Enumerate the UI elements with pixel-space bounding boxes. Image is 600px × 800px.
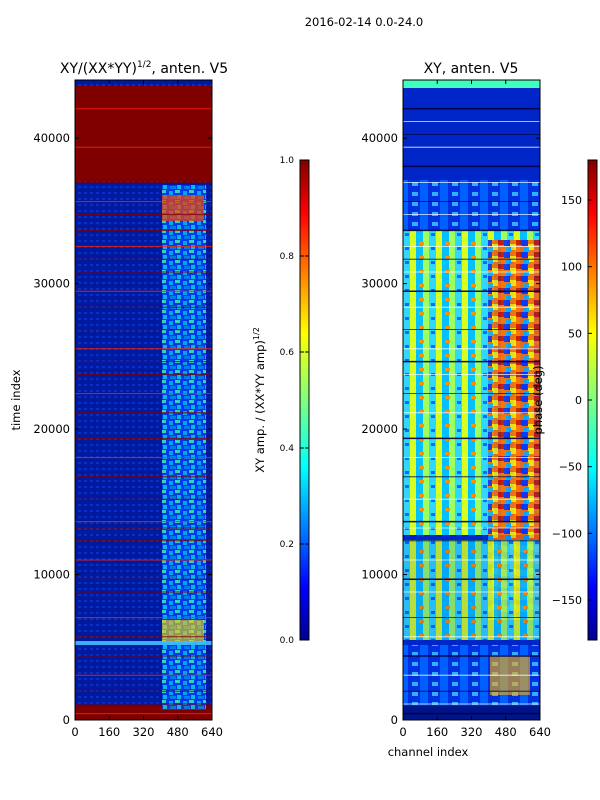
- right-flag-lines: [403, 108, 540, 715]
- left-heatmap-panel: XY/(XX*YY)1/2, anten. V5 0 160 320 480 640 0…: [9, 60, 228, 739]
- left-colorbar-tick-label: 0.0: [280, 636, 295, 646]
- left-bright-burst-top: [162, 195, 204, 221]
- right-colorbar-tick-label: 50: [568, 327, 582, 340]
- left-colorbar-tick-label: 0.2: [280, 540, 294, 550]
- left-y-tick-label: 40000: [33, 131, 70, 145]
- left-horizontal-flag-line: [75, 641, 212, 645]
- right-x-tick-label: 0: [399, 725, 406, 739]
- right-x-tick-label: 320: [461, 725, 483, 739]
- right-colorbar: 150 100 50 0 −50 −100 −150 phase (deg): [531, 159, 598, 641]
- right-colorbar-tick-label: 150: [561, 194, 582, 207]
- left-x-tick-label: 320: [133, 725, 155, 739]
- left-y-axis: 0 10000 20000 30000 40000: [33, 131, 212, 727]
- left-y-tick-label: 10000: [33, 568, 70, 582]
- right-colorbar-tick-label: −50: [559, 461, 582, 474]
- right-panel-title: XY, anten. V5: [424, 61, 519, 77]
- left-y-tick-label: 20000: [33, 422, 70, 436]
- left-y-axis-label: time index: [9, 369, 23, 430]
- right-colorbar-tick-label: 0: [575, 394, 582, 407]
- right-y-tick-label: 40000: [361, 131, 398, 145]
- right-colorbar-tick-label: 100: [561, 261, 582, 274]
- right-y-tick-label: 10000: [361, 568, 398, 582]
- left-x-tick-label: 0: [71, 725, 78, 739]
- left-heatmap-image: [75, 80, 212, 720]
- right-colorbar-label: phase (deg): [531, 365, 545, 434]
- right-x-axis: 0 160 320 480 640: [399, 80, 551, 739]
- left-colorbar: 0.0 0.2 0.4 0.6 0.8 1.0 XY amp. / (XX*YY amp)…: [252, 156, 310, 646]
- left-x-axis: 0 160 320 480 640: [71, 80, 223, 739]
- left-x-tick-label: 480: [167, 725, 189, 739]
- right-colorbar-tick-label: −150: [552, 594, 582, 607]
- right-colorbar-ticks: 150 100 50 0 −50 −100 −150: [552, 194, 592, 607]
- right-x-tick-label: 160: [426, 725, 448, 739]
- left-colorbar-tick-label: 1.0: [280, 156, 295, 166]
- left-panel-title: XY/(XX*YY)1/2, anten. V5: [60, 60, 228, 77]
- left-colorbar-label: XY amp. / (XX*YY amp)1/2: [252, 327, 267, 473]
- right-y-axis: 0 10000 20000 30000 40000: [361, 131, 540, 727]
- left-bright-burst-bottom: [162, 620, 204, 642]
- right-x-tick-label: 480: [495, 725, 517, 739]
- right-x-axis-label: channel index: [388, 745, 469, 759]
- left-x-tick-label: 640: [201, 725, 223, 739]
- left-colorbar-tick-label: 0.6: [280, 348, 295, 358]
- left-x-tick-label: 160: [98, 725, 120, 739]
- left-y-tick-label: 30000: [33, 277, 70, 291]
- right-x-tick-label: 640: [529, 725, 551, 739]
- right-heatmap-image: [403, 80, 540, 720]
- right-y-tick-label: 20000: [361, 422, 398, 436]
- right-y-tick-label: 30000: [361, 277, 398, 291]
- right-colorbar-tick-label: −100: [552, 527, 582, 540]
- left-colorbar-gradient: [299, 159, 310, 641]
- left-colorbar-ticks: 0.0 0.2 0.4 0.6 0.8 1.0: [280, 156, 309, 646]
- figure-suptitle: 2016-02-14 0.0-24.0: [305, 15, 424, 29]
- left-colorbar-tick-label: 0.8: [280, 252, 295, 262]
- right-heatmap-panel: XY, anten. V5 0 160 320 480 640 0 10000 20000 3…: [361, 61, 551, 759]
- left-y-tick-label: 0: [63, 713, 70, 727]
- right-lower-striped-region: [403, 540, 540, 640]
- left-flag-lines: [75, 108, 212, 715]
- left-saturated-top-band: [75, 86, 212, 181]
- right-y-tick-label: 0: [391, 713, 398, 727]
- left-colorbar-tick-label: 0.4: [280, 444, 295, 454]
